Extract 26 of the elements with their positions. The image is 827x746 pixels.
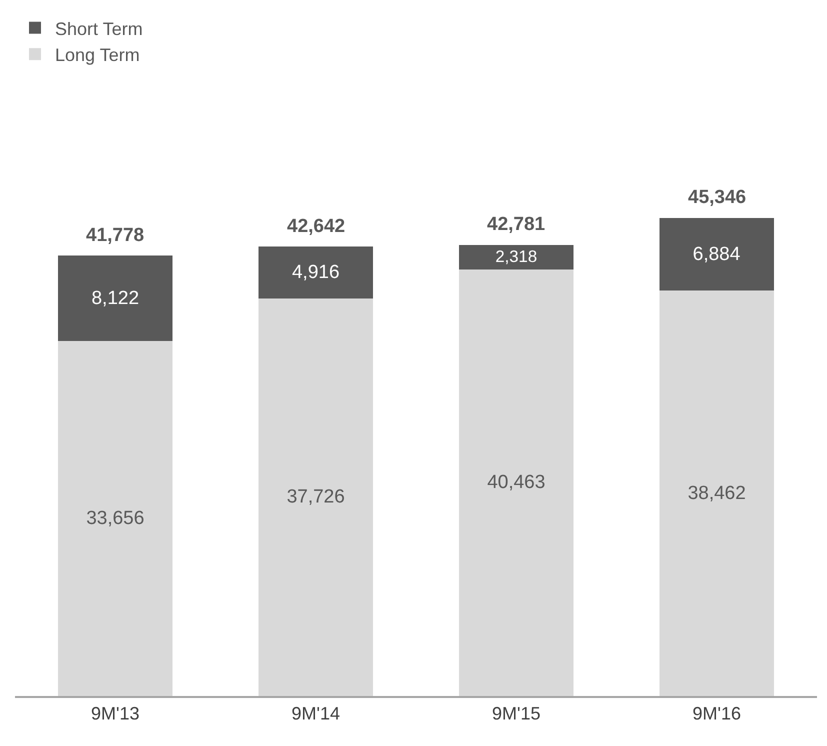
bar (258, 298, 373, 696)
total-label: 45,346 (688, 187, 746, 208)
total-label: 42,781 (487, 214, 546, 235)
data-label: 6,884 (692, 244, 741, 265)
bar (660, 218, 774, 291)
bar (258, 246, 373, 298)
data-label: 38,462 (688, 482, 746, 504)
total-label: 41,778 (86, 225, 144, 246)
bar (58, 341, 172, 696)
bar (660, 290, 774, 696)
x-tick-label: 9M'16 (692, 703, 741, 724)
legend-label: Short Term (55, 18, 143, 39)
bar (459, 245, 574, 270)
bar (58, 256, 172, 342)
data-label: 40,463 (487, 472, 546, 494)
bar (459, 269, 574, 696)
x-tick-label: 9M'15 (492, 703, 540, 724)
total-label: 42,642 (287, 216, 346, 237)
x-tick-label: 9M'14 (292, 703, 340, 724)
data-label: 4,916 (292, 262, 340, 283)
x-tick-label: 9M'13 (91, 703, 140, 724)
data-label: 2,318 (495, 247, 538, 266)
data-label: 37,726 (286, 486, 345, 508)
data-label: 33,656 (86, 508, 144, 530)
data-label: 8,122 (91, 288, 140, 309)
legend-label: Long Term (55, 45, 140, 66)
